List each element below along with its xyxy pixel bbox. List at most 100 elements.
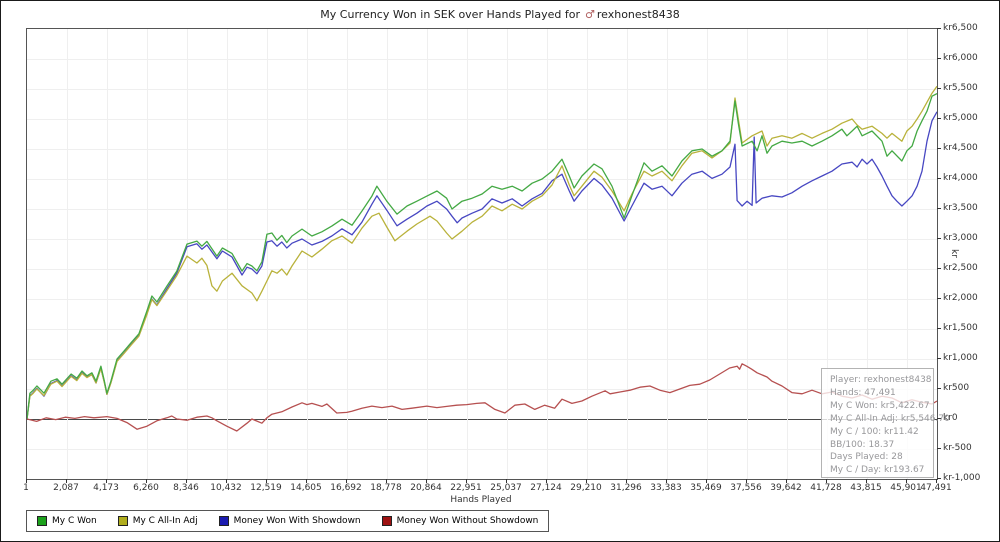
tooltip-stat-line: Player: rexhonest8438	[830, 375, 932, 385]
x-tick-label: 43,815	[850, 483, 882, 493]
x-tick-mark	[386, 479, 387, 483]
x-tick-label: 2,087	[53, 483, 79, 493]
v-gridline	[547, 29, 548, 479]
x-tick-mark	[226, 479, 227, 483]
v-gridline	[787, 29, 788, 479]
x-tick-mark	[626, 479, 627, 483]
x-tick-mark	[66, 479, 67, 483]
h-gridline	[27, 269, 937, 270]
legend-swatch-icon	[218, 516, 229, 526]
x-tick-mark	[466, 479, 467, 483]
series-line-my-c-won	[27, 93, 937, 420]
v-gridline	[147, 29, 148, 479]
y-tick-mark	[937, 268, 941, 269]
v-gridline	[507, 29, 508, 479]
x-tick-label: 29,210	[570, 483, 602, 493]
v-gridline	[667, 29, 668, 479]
y-tick-label: kr500	[943, 383, 970, 393]
tooltip-stat-line: My C Won: kr5,422.67	[830, 400, 930, 411]
series-line-money-won-without-showdown	[27, 363, 937, 432]
h-gridline	[27, 149, 937, 150]
series-canvas	[27, 85, 937, 432]
y-tick-mark	[937, 388, 941, 389]
y-tick-mark	[937, 478, 941, 479]
y-tick-mark	[937, 118, 941, 119]
v-gridline	[627, 29, 628, 479]
legend-label: Money Won With Showdown	[233, 516, 361, 526]
male-player-icon: ♂	[584, 8, 595, 21]
y-tick-label: kr6,500	[943, 23, 978, 33]
x-tick-mark	[346, 479, 347, 483]
y-axis-title: kr	[949, 249, 959, 258]
x-tick-mark	[866, 479, 867, 483]
tooltip-stat-line: BB/100: 18.37	[830, 439, 895, 450]
v-gridline	[467, 29, 468, 479]
y-tick-label: kr-500	[943, 443, 972, 453]
v-gridline	[707, 29, 708, 479]
chart-title-text: My Currency Won in SEK over Hands Played…	[320, 8, 580, 21]
y-tick-mark	[937, 418, 941, 419]
player-name: rexhonest8438	[596, 8, 680, 21]
x-tick-label: 20,864	[410, 483, 442, 493]
h-gridline	[27, 329, 937, 330]
legend-swatch-icon	[381, 516, 392, 526]
series-line-my-c-all-in-adj	[27, 85, 937, 420]
x-tick-mark	[506, 479, 507, 483]
y-tick-label: kr6,000	[943, 53, 978, 63]
legend-item-money-won-without-showdown: Money Won Without Showdown	[381, 516, 538, 526]
y-tick-mark	[937, 448, 941, 449]
x-tick-mark	[936, 479, 937, 483]
legend-swatch-icon	[117, 516, 128, 526]
x-tick-label: 37,556	[730, 483, 762, 493]
x-tick-mark	[546, 479, 547, 483]
tooltip-stat-line: Hands: 47,491	[830, 387, 896, 398]
x-tick-label: 14,605	[290, 483, 322, 493]
y-tick-mark	[937, 178, 941, 179]
y-tick-label: kr2,000	[943, 293, 978, 303]
y-tick-label: kr0	[943, 413, 958, 423]
plot-area[interactable]	[26, 28, 938, 480]
x-tick-mark	[786, 479, 787, 483]
v-gridline	[267, 29, 268, 479]
x-tick-label: 45,901	[890, 483, 922, 493]
v-gridline	[827, 29, 828, 479]
x-tick-mark	[586, 479, 587, 483]
h-gridline	[27, 359, 937, 360]
series-line-money-won-with-showdown	[27, 111, 937, 420]
y-tick-mark	[937, 238, 941, 239]
x-tick-label: 41,728	[810, 483, 842, 493]
legend-label: My C Won	[52, 516, 97, 526]
v-gridline	[867, 29, 868, 479]
v-gridline	[107, 29, 108, 479]
x-tick-label: 22,951	[450, 483, 482, 493]
x-tick-mark	[666, 479, 667, 483]
h-gridline	[27, 449, 937, 450]
tooltip-stat-line: Days Played: 28	[830, 452, 903, 463]
y-tick-label: kr2,500	[943, 263, 978, 273]
x-tick-label: 39,642	[770, 483, 802, 493]
y-tick-label: kr-1,000	[943, 473, 981, 483]
x-tick-label: 8,346	[173, 483, 199, 493]
h-gridline	[27, 119, 937, 120]
v-gridline	[387, 29, 388, 479]
x-tick-label: 25,037	[490, 483, 522, 493]
y-tick-label: kr4,000	[943, 173, 978, 183]
x-tick-mark	[26, 479, 27, 483]
x-tick-label: 35,469	[690, 483, 722, 493]
tooltip-stat-line: My C / 100: kr11.42	[830, 426, 919, 437]
h-gridline	[27, 299, 937, 300]
x-tick-label: 1	[23, 483, 29, 493]
h-gridline	[27, 389, 937, 390]
x-tick-mark	[746, 479, 747, 483]
x-tick-label: 16,692	[330, 483, 362, 493]
legend: My C Won My C All-In Adj Money Won With Sh…	[26, 510, 550, 532]
y-tick-label: kr1,000	[943, 353, 978, 363]
y-tick-label: kr3,500	[943, 203, 978, 213]
x-tick-label: 10,432	[210, 483, 242, 493]
x-tick-mark	[826, 479, 827, 483]
legend-swatch-icon	[37, 516, 47, 526]
legend-label: My C All-In Adj	[132, 516, 198, 526]
x-tick-label: 31,296	[610, 483, 642, 493]
x-tick-label: 33,383	[650, 483, 682, 493]
y-tick-mark	[937, 328, 941, 329]
